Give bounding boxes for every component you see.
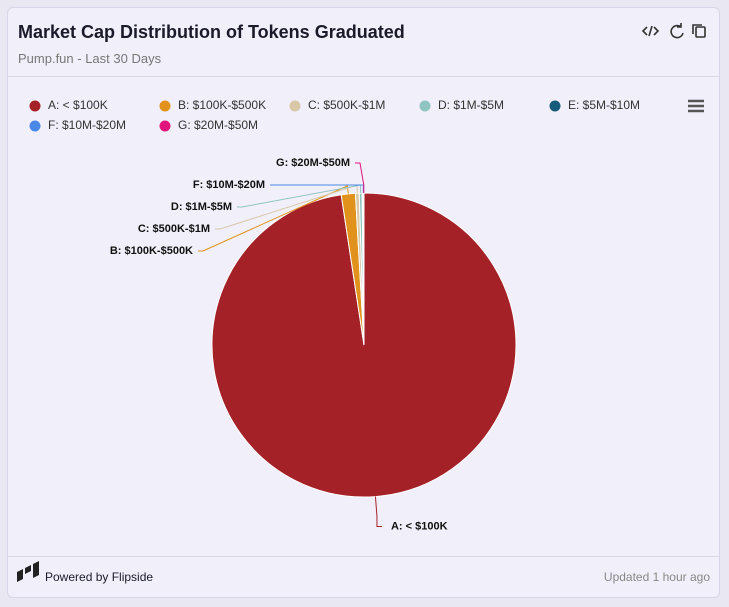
- data-label: C: $500K-$1M: [138, 223, 210, 235]
- chart-title: Market Cap Distribution of Tokens Gradua…: [18, 22, 405, 42]
- legend-label: G: $20M-$50M: [178, 118, 258, 132]
- legend-label: F: $10M-$20M: [48, 118, 126, 132]
- chart-subtitle: Pump.fun - Last 30 Days: [18, 51, 162, 66]
- powered-by: Powered by Flipside: [45, 570, 154, 584]
- legend-marker: [289, 100, 301, 112]
- data-label: F: $10M-$20M: [193, 179, 265, 191]
- legend-label: B: $100K-$500K: [178, 98, 266, 112]
- legend-label: C: $500K-$1M: [308, 98, 385, 112]
- legend-label: A: < $100K: [48, 98, 108, 112]
- divider: [8, 76, 719, 77]
- legend-marker: [159, 120, 171, 132]
- embed-icon[interactable]: [641, 25, 660, 37]
- divider: [8, 556, 719, 557]
- copy-icon[interactable]: [695, 26, 706, 38]
- label-connector: [270, 184, 364, 194]
- toolbar[interactable]: [641, 23, 706, 39]
- menu-icon[interactable]: [688, 99, 704, 113]
- data-label: D: $1M-$5M: [171, 201, 232, 213]
- data-label: B: $100K-$500K: [110, 245, 193, 257]
- label-connector: [355, 162, 365, 194]
- flipside-logo: [17, 561, 39, 582]
- updated: Updated 1 hour ago: [603, 570, 710, 584]
- legend-marker: [419, 100, 431, 112]
- data-label: G: $20M-$50M: [276, 157, 350, 169]
- card: Market Cap Distribution of Tokens Gradua…: [7, 7, 720, 598]
- label-connector: [215, 184, 358, 230]
- label-connector: [198, 185, 349, 252]
- legend-marker: [159, 100, 171, 112]
- data-label: A: < $100K: [391, 520, 448, 532]
- legend-label: E: $5M-$10M: [568, 98, 640, 112]
- legend-marker: [29, 100, 41, 112]
- legend-marker: [549, 100, 561, 112]
- copy-icon[interactable]: [692, 24, 702, 34]
- label-connector: [374, 496, 382, 528]
- legend-marker: [29, 120, 41, 132]
- legend-label: D: $1M-$5M: [438, 98, 504, 112]
- refresh-icon[interactable]: [670, 23, 684, 39]
- label-connector: [237, 184, 362, 208]
